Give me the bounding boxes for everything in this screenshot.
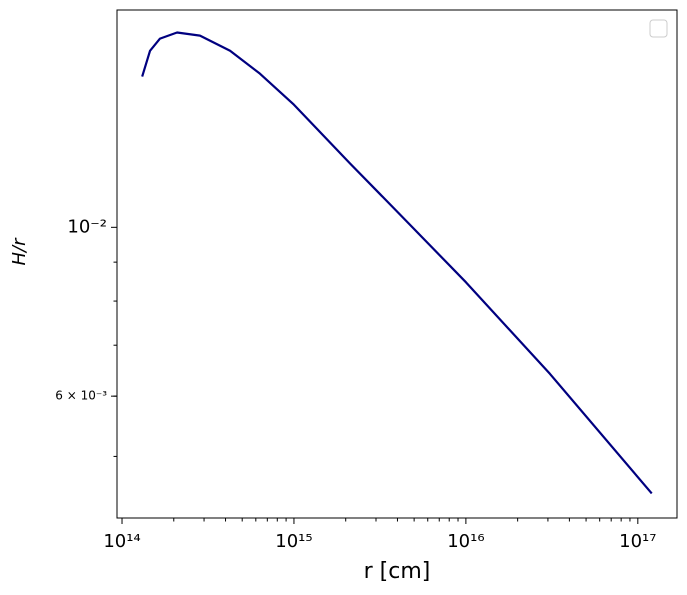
y-tick-label: 10⁻² — [67, 216, 107, 237]
y-tick-label: 6 × 10⁻³ — [55, 389, 107, 403]
x-tick-label: 10¹⁷ — [619, 531, 656, 552]
y-axis-label: H/r — [9, 237, 30, 266]
legend-box — [649, 19, 668, 38]
data-line — [141, 31, 653, 495]
x-tick-label: 10¹⁶ — [447, 531, 484, 552]
x-tick-label: 10¹⁵ — [275, 531, 312, 552]
plot-frame — [116, 9, 678, 519]
x-axis-label: r [cm] — [364, 559, 431, 584]
x-tick-label: 10¹⁴ — [103, 531, 140, 552]
